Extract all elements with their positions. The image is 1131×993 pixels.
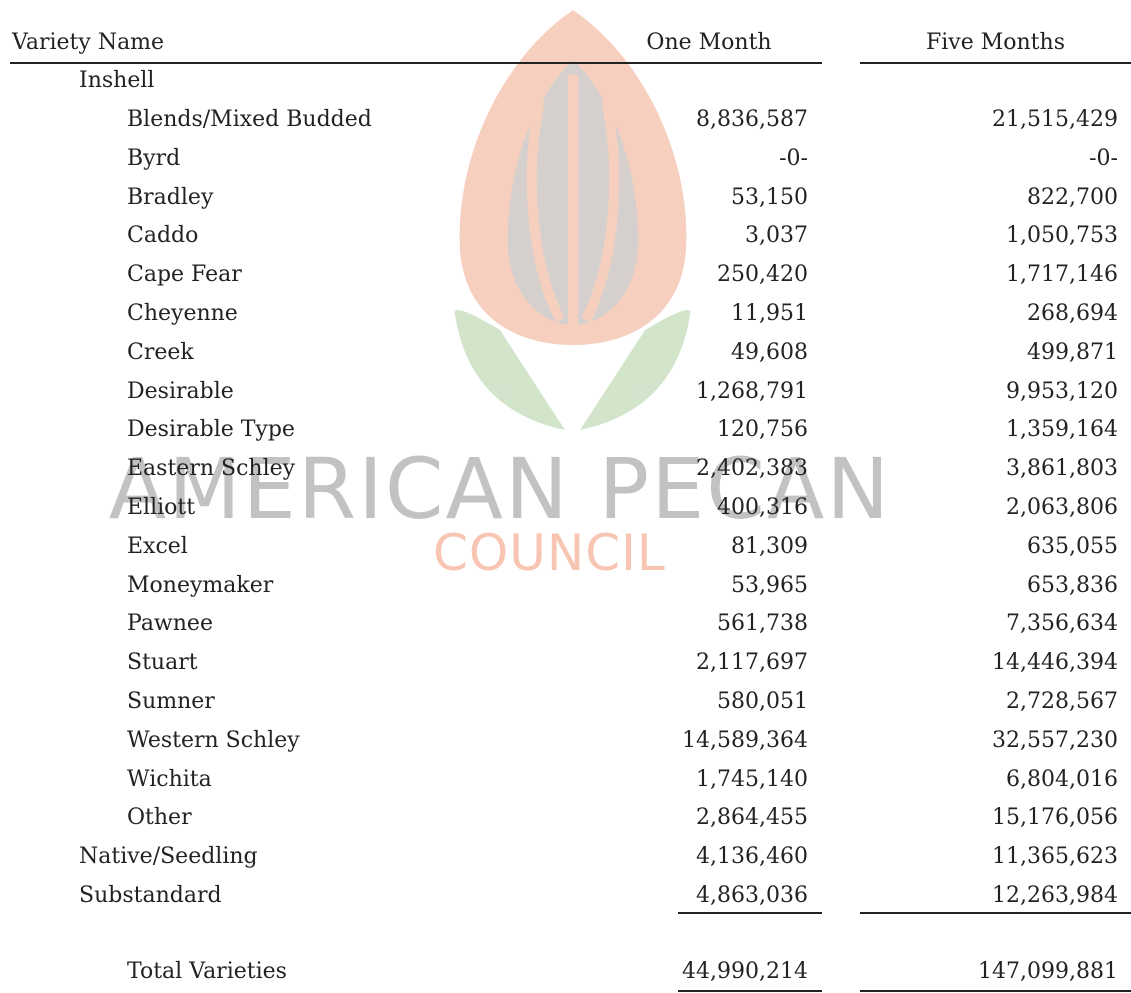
one-month-value: 14,589,364 [682,726,808,756]
page: AMERICAN PECAN COUNCIL Variety NameOne M… [0,0,1131,993]
rule [678,990,822,992]
one-month-value: 4,136,460 [696,842,808,872]
row-label: Bradley [127,183,213,213]
row-label: Other [127,803,192,833]
rule [678,912,822,914]
rule [860,62,1131,64]
row-label: Caddo [127,221,198,251]
one-month-value: 561,738 [717,609,808,639]
five-months-value: 14,446,394 [992,648,1118,678]
row-label: Cape Fear [127,260,242,290]
row-label: Elliott [127,493,195,523]
five-months-value: 12,263,984 [992,881,1118,911]
row-label: Moneymaker [127,571,273,601]
five-months-value: 1,050,753 [1006,221,1118,251]
five-months-value: 653,836 [1027,571,1118,601]
one-month-value: 3,037 [745,221,808,251]
one-month-value: 81,309 [731,532,808,562]
row-label: Pawnee [127,609,213,639]
five-months-value: 3,861,803 [1006,454,1118,484]
five-months-value: 1,717,146 [1006,260,1118,290]
row-label: Total Varieties [127,957,287,987]
row-label: Wichita [127,765,212,795]
one-month-value: 53,965 [731,571,808,601]
five-months-value: 15,176,056 [992,803,1118,833]
five-months-value: 11,365,623 [992,842,1118,872]
row-label: Excel [127,532,188,562]
one-month-value: 49,608 [731,338,808,368]
row-label: Native/Seedling [79,842,258,872]
five-months-value: 1,359,164 [1006,415,1118,445]
one-month-value: 250,420 [717,260,808,290]
five-months-value: 268,694 [1027,299,1118,329]
one-month-value: 44,990,214 [682,957,808,987]
row-label: Stuart [127,648,198,678]
five-months-value: 822,700 [1027,183,1118,213]
one-month-value: 8,836,587 [696,105,808,135]
rule [860,912,1131,914]
header-five-months: Five Months [860,28,1131,58]
row-label: Creek [127,338,194,368]
header-variety: Variety Name [12,28,164,58]
group-label: Inshell [79,66,154,96]
row-label: Byrd [127,144,180,174]
five-months-value: 499,871 [1027,338,1118,368]
rule [10,62,822,64]
one-month-value: 2,864,455 [696,803,808,833]
one-month-value: 2,402,383 [696,454,808,484]
one-month-value: 4,863,036 [696,881,808,911]
five-months-value: 32,557,230 [992,726,1118,756]
row-label: Desirable Type [127,415,295,445]
watermark-subtitle: COUNCIL [433,524,666,582]
header-one-month: One Month [612,28,806,58]
five-months-value: 9,953,120 [1006,377,1118,407]
row-label: Western Schley [127,726,300,756]
five-months-value: 7,356,634 [1006,609,1118,639]
five-months-value: 635,055 [1027,532,1118,562]
row-label: Blends/Mixed Budded [127,105,372,135]
five-months-value: 2,728,567 [1006,687,1118,717]
five-months-value: 6,804,016 [1006,765,1118,795]
row-label: Cheyenne [127,299,238,329]
row-label: Desirable [127,377,234,407]
one-month-value: 120,756 [717,415,808,445]
one-month-value: 400,316 [717,493,808,523]
five-months-value: 2,063,806 [1006,493,1118,523]
five-months-value: 147,099,881 [978,957,1118,987]
rule [860,990,1131,992]
one-month-value: 1,745,140 [696,765,808,795]
row-label: Substandard [79,881,222,911]
row-label: Eastern Schley [127,454,295,484]
five-months-value: 21,515,429 [992,105,1118,135]
one-month-value: 11,951 [731,299,808,329]
row-label: Sumner [127,687,215,717]
one-month-value: 1,268,791 [696,377,808,407]
five-months-value: -0- [1089,144,1118,174]
one-month-value: 580,051 [717,687,808,717]
one-month-value: 53,150 [731,183,808,213]
one-month-value: 2,117,697 [696,648,808,678]
one-month-value: -0- [779,144,808,174]
